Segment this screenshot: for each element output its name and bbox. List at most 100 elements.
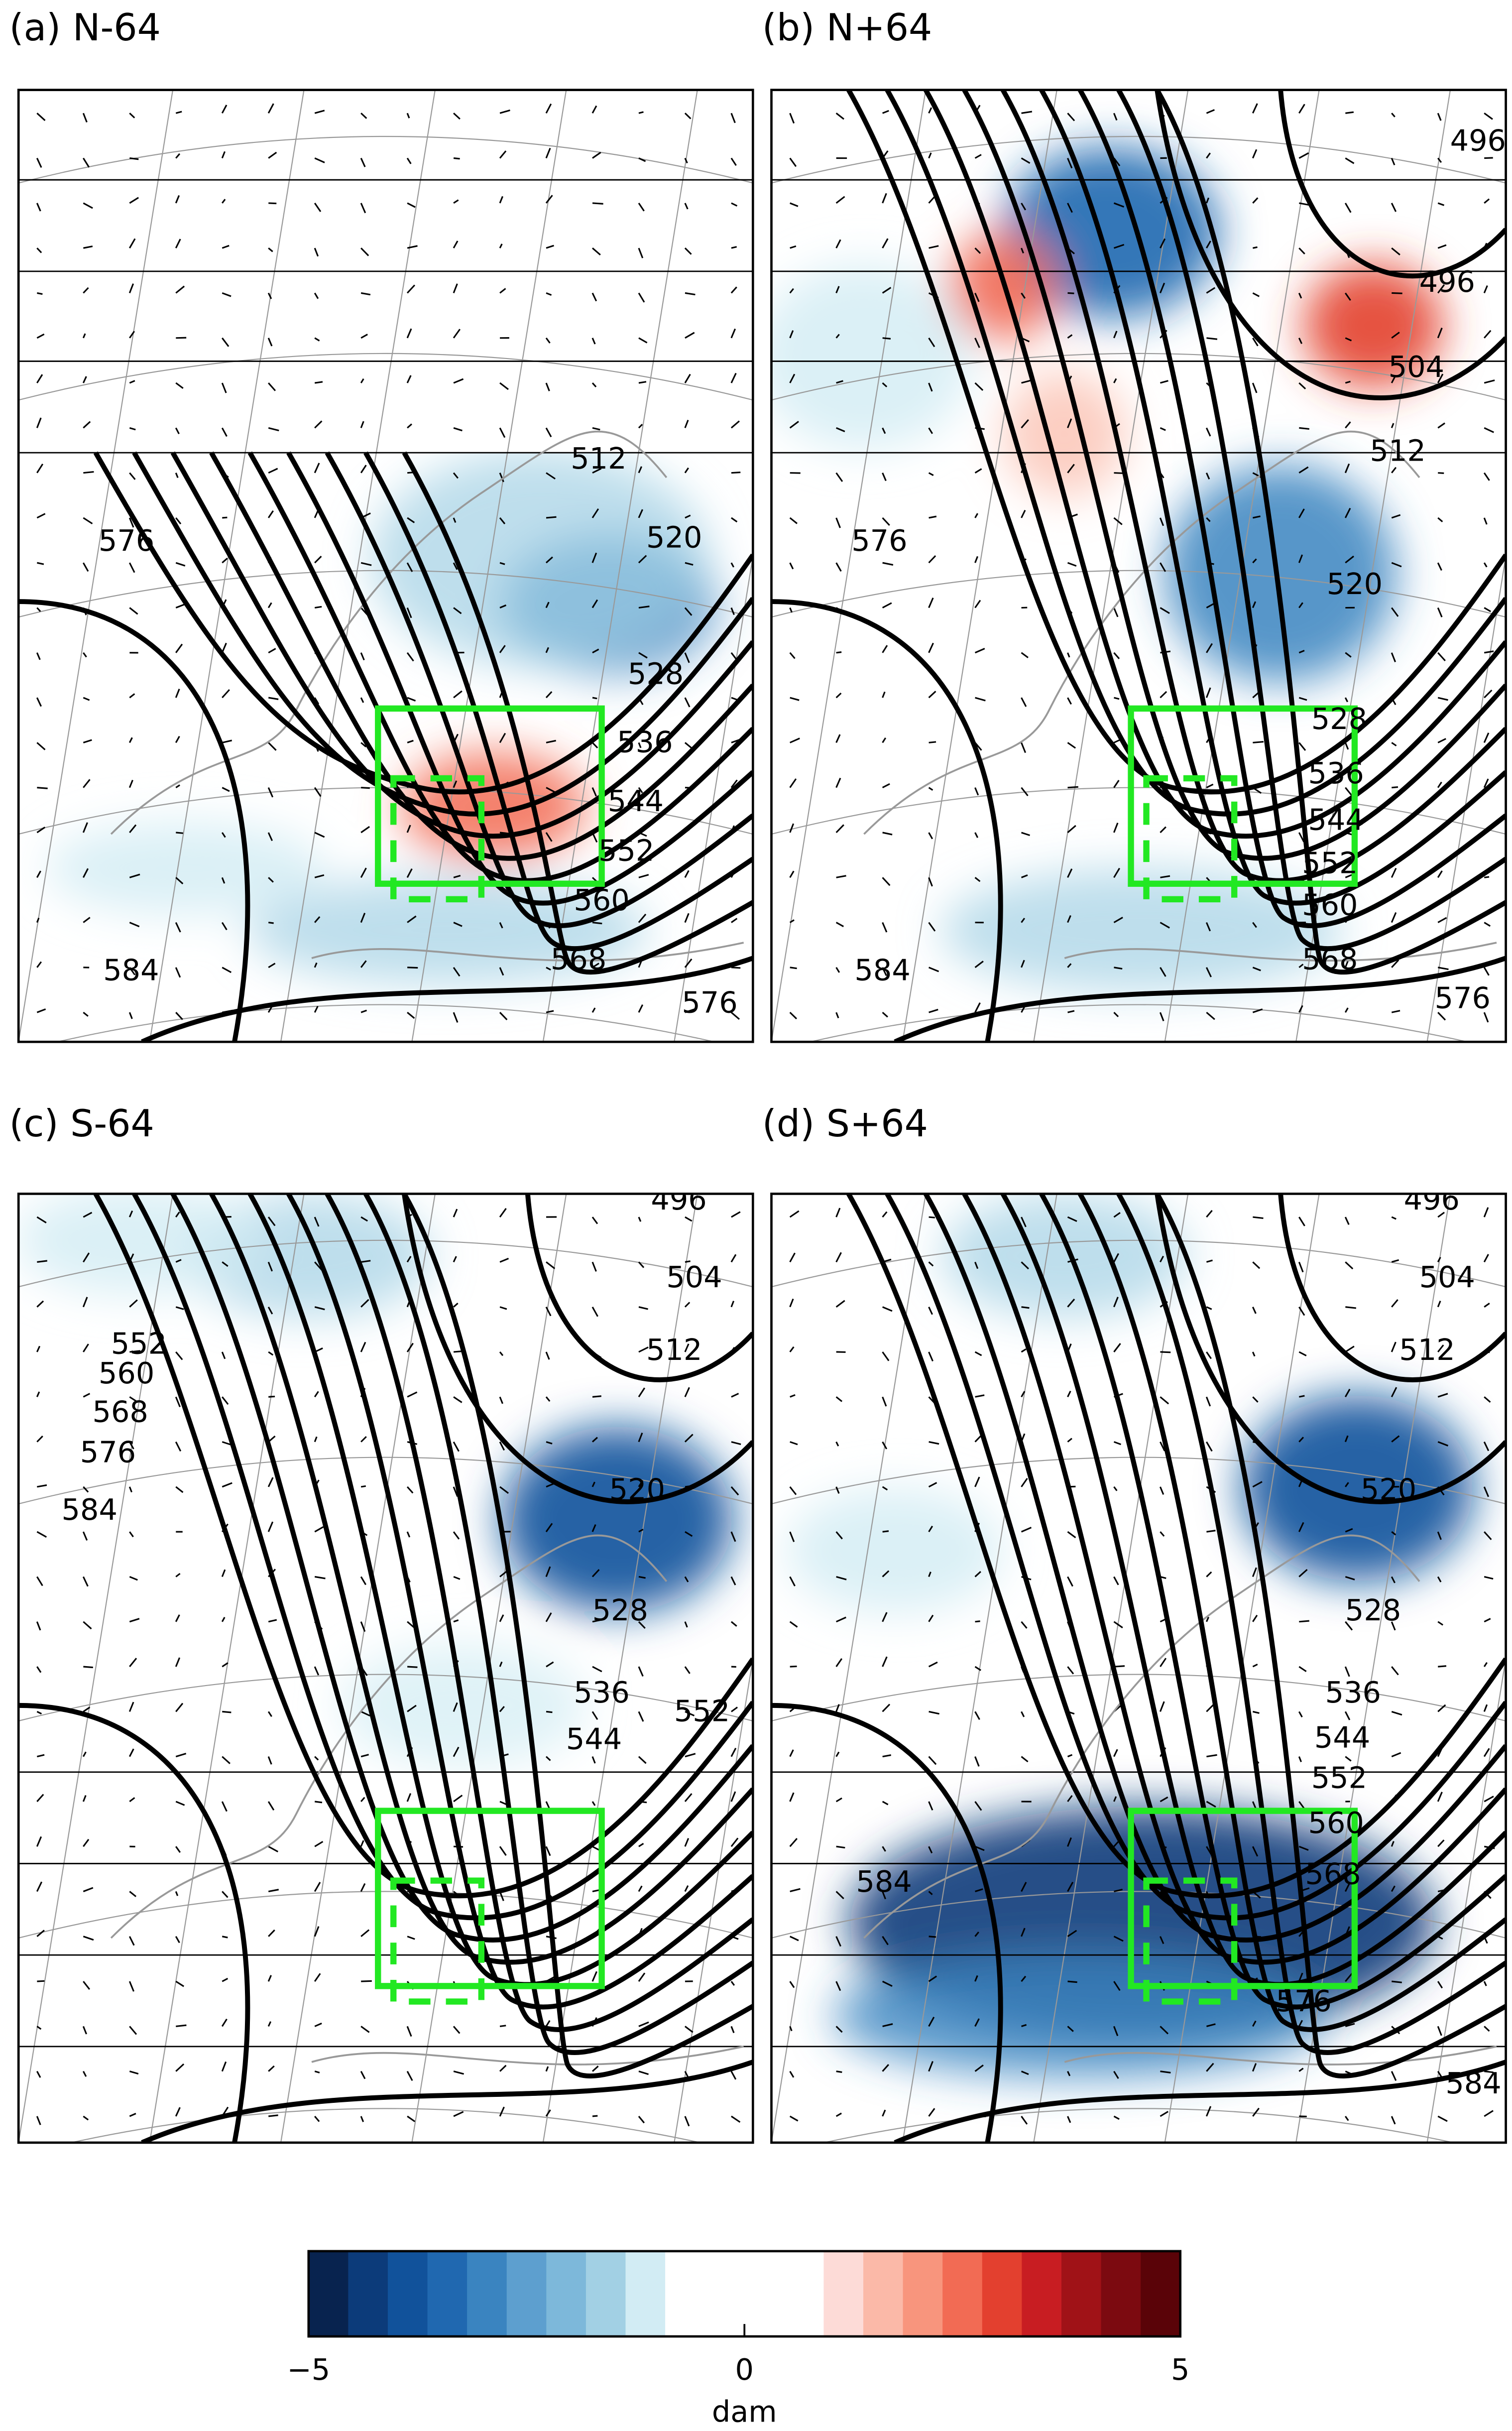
- wind-vector: [221, 151, 226, 159]
- wind-vector: [1391, 1841, 1395, 1847]
- wind-vector: [882, 1703, 891, 1712]
- wind-vector: [1391, 247, 1400, 255]
- wind-vector: [730, 1621, 737, 1627]
- wind-vector: [789, 2026, 793, 2032]
- wind-vector: [638, 1666, 644, 1677]
- wind-vector: [928, 1661, 938, 1668]
- wind-vector: [1483, 1748, 1490, 1757]
- wind-vector: [360, 1260, 371, 1263]
- wind-vector: [638, 1387, 646, 1398]
- wind-vector: [1391, 375, 1396, 383]
- wind-vector: [129, 1576, 138, 1581]
- height-contour: [247, 1194, 753, 1987]
- wind-vector: [591, 552, 597, 563]
- wind-vector: [314, 1005, 319, 1013]
- wind-vector: [1391, 1885, 1396, 1892]
- wind-vector: [882, 2023, 893, 2027]
- wind-vector: [175, 111, 182, 114]
- wind-vector: [360, 1621, 366, 1632]
- contour-label: 536: [617, 725, 673, 759]
- wind-vector: [406, 562, 413, 572]
- wind-vector: [453, 517, 457, 523]
- wind-vector: [128, 1981, 134, 1992]
- wind-vector: [360, 292, 371, 296]
- wind-vector: [36, 1531, 47, 1538]
- wind-vector: [730, 113, 736, 123]
- wind-vector: [1160, 691, 1167, 699]
- wind-vector: [731, 918, 738, 923]
- wind-vector: [1392, 1980, 1402, 1983]
- wind-vector: [175, 1846, 181, 1853]
- wind-vector: [882, 877, 891, 886]
- wind-vector: [928, 472, 934, 476]
- wind-vector: [789, 1707, 795, 1712]
- wind-vector: [175, 195, 180, 204]
- wind-vector: [975, 697, 986, 702]
- contour-label: 560: [574, 883, 629, 917]
- wind-vector: [36, 1576, 43, 1586]
- wind-vector: [1392, 786, 1398, 789]
- wind-vector: [790, 1936, 799, 1942]
- wind-vector: [128, 1486, 132, 1493]
- wind-vector: [545, 647, 549, 653]
- wind-vector: [835, 824, 844, 834]
- parallel: [771, 1891, 1506, 1939]
- wind-vector: [928, 382, 933, 392]
- wind-vector: [1345, 555, 1354, 564]
- wind-vector: [499, 1351, 504, 1356]
- wind-vector: [1067, 1390, 1071, 1397]
- wind-vector: [360, 697, 364, 703]
- wind-vector: [175, 1259, 182, 1263]
- wind-vector: [499, 967, 504, 976]
- wind-vector: [1344, 463, 1350, 474]
- wind-vector: [222, 1261, 229, 1267]
- wind-vector: [129, 2070, 139, 2075]
- parallel: [18, 1891, 753, 1939]
- wind-vector: [928, 2108, 935, 2117]
- wind-vector: [882, 382, 888, 387]
- wind-vector: [453, 1531, 460, 1540]
- wind-vector: [1113, 1936, 1124, 1942]
- wind-vector: [267, 1261, 273, 1272]
- wind-vector: [882, 238, 889, 248]
- wind-vector: [268, 963, 276, 969]
- wind-vector: [1067, 562, 1077, 567]
- wind-vector: [1344, 1388, 1351, 1398]
- height-contour: [170, 451, 753, 839]
- wind-vector: [1437, 1257, 1441, 1263]
- wind-vector: [790, 1888, 801, 1893]
- wind-vector: [222, 337, 230, 347]
- wind-vector: [83, 1343, 89, 1352]
- contour-label: 576: [1276, 1984, 1331, 2018]
- wind-vector: [499, 1306, 507, 1310]
- wind-vector: [1160, 1396, 1169, 1405]
- wind-vector: [499, 732, 506, 743]
- wind-vector: [1299, 427, 1309, 430]
- wind-vector: [129, 2026, 137, 2035]
- wind-vector: [1391, 332, 1400, 339]
- wind-vector: [360, 562, 372, 566]
- height-contour: [894, 956, 1506, 1042]
- colorbar-cell: [585, 2251, 627, 2337]
- wind-vector: [1021, 292, 1026, 299]
- wind-vector: [546, 244, 554, 249]
- wind-vector: [882, 1211, 888, 1218]
- anomaly-blob: [1003, 372, 1127, 496]
- wind-vector: [406, 868, 413, 878]
- wind-vector: [882, 1011, 888, 1018]
- wind-vector: [789, 330, 794, 339]
- wind-vector: [1483, 517, 1488, 525]
- wind-vector: [1252, 149, 1258, 159]
- wind-vector: [360, 1797, 365, 1802]
- wind-vector: [882, 337, 891, 340]
- contour-label: 496: [1450, 123, 1506, 157]
- wind-vector: [129, 380, 135, 384]
- wind-vector: [928, 107, 932, 114]
- wind-vector: [1483, 472, 1490, 481]
- wind-vector: [974, 1711, 980, 1720]
- wind-vector: [789, 2070, 795, 2078]
- contour-label: 560: [1302, 887, 1358, 922]
- wind-vector: [684, 467, 689, 474]
- wind-vector: [684, 247, 692, 255]
